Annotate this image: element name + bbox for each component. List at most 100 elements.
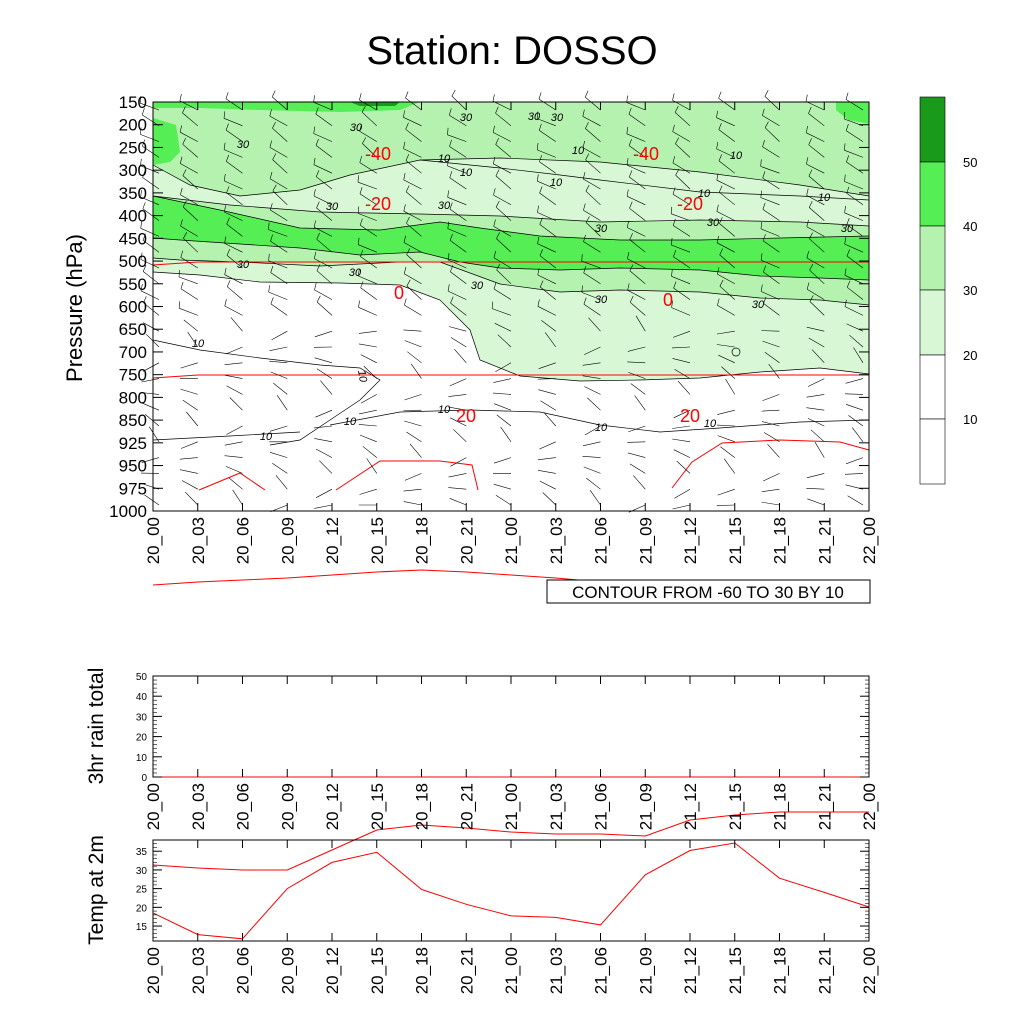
wind-barb-feather: [268, 285, 270, 293]
wind-barb: [320, 380, 333, 395]
wind-barb: [404, 273, 422, 285]
wind-barb: [845, 404, 864, 411]
wind-barb: [447, 259, 467, 269]
wind-barb-feather: [760, 190, 762, 198]
wind-barb: [671, 244, 691, 253]
wind-barb: [581, 260, 601, 269]
wind-barb: [808, 175, 825, 190]
wind-barb-feather: [357, 237, 360, 245]
wind-barb-feather: [179, 125, 182, 133]
wind-barb-feather: [139, 96, 142, 104]
wind-barb: [316, 301, 333, 316]
wind-barb: [809, 238, 825, 253]
wind-barb: [768, 364, 780, 379]
wind-barb-feather: [405, 185, 410, 193]
wind-barb-feather: [846, 155, 849, 163]
wind-barb-feather: [844, 205, 846, 213]
wind-barb: [629, 270, 646, 285]
wind-barb-feather: [268, 222, 270, 230]
contour-label: 30: [707, 217, 720, 229]
wind-barb: [675, 174, 691, 190]
wind-barb: [846, 193, 864, 206]
wind-barb-feather: [178, 269, 180, 278]
wind-barb-feather: [405, 91, 409, 99]
wind-barb: [142, 322, 160, 332]
wind-barb: [360, 256, 377, 269]
wind-barb-feather: [760, 253, 763, 261]
wind-barb-feather: [626, 158, 629, 166]
wind-barb: [538, 362, 556, 369]
wind-barb: [316, 207, 333, 221]
wind-barb: [449, 208, 467, 221]
wind-barb: [846, 161, 864, 174]
wind-barb: [628, 425, 646, 433]
wind-barb-feather: [142, 139, 145, 147]
wind-barb: [360, 394, 377, 404]
contour-label: 10: [344, 416, 357, 428]
wind-barb: [542, 492, 557, 506]
wind-barb: [449, 177, 467, 190]
temp-y-ticks: 15 20 25 30 35: [136, 839, 869, 942]
wind-barb-feather: [717, 267, 720, 275]
wind-barb: [180, 388, 198, 395]
wind-barb: [403, 501, 422, 506]
contour-label: 30: [551, 112, 564, 124]
wind-barb: [226, 223, 243, 237]
wind-barb-feather: [316, 232, 320, 240]
wind-barb-feather: [716, 235, 719, 243]
y-tick-label: 975: [119, 479, 147, 498]
wind-barb: [449, 114, 467, 127]
x-tick-label: 21_12: [681, 783, 700, 830]
wind-barb: [313, 133, 333, 142]
wind-barb: [500, 426, 512, 442]
wind-barb: [844, 306, 864, 316]
wind-barb: [628, 372, 646, 379]
wind-barb-feather: [671, 269, 673, 277]
wind-barb-feather: [357, 206, 360, 214]
wind-barb-feather: [140, 127, 142, 135]
wind-barb: [142, 208, 160, 221]
wind-barb: [675, 143, 691, 158]
wind-barb: [178, 276, 198, 285]
wind-barb: [677, 380, 691, 395]
wind-barb-feather: [539, 249, 543, 256]
wind-barb: [717, 435, 735, 443]
wind-barb: [142, 145, 160, 158]
wind-barb: [807, 418, 825, 427]
wind-barb: [182, 206, 199, 221]
wind-barb: [762, 340, 780, 348]
wind-barb: [764, 96, 780, 111]
x-tick-label: 21_06: [592, 947, 611, 994]
wind-barb-feather: [672, 156, 676, 163]
wind-barb-feather: [314, 251, 317, 259]
wind-barb: [403, 242, 422, 253]
wind-barb: [405, 129, 422, 142]
wind-barb-feather: [717, 298, 720, 306]
wind-barb: [314, 438, 333, 443]
x-tick-label: 20_18: [413, 947, 432, 994]
wind-barb: [540, 400, 556, 411]
wind-barb-feather: [313, 126, 316, 134]
wind-barb: [537, 470, 556, 474]
wind-barb: [844, 275, 864, 285]
wind-barb: [806, 488, 825, 490]
wind-barb: [404, 473, 422, 481]
wind-barb: [224, 243, 243, 253]
wind-barb: [845, 99, 864, 111]
wind-barb-feather: [762, 140, 765, 147]
wind-barb: [224, 455, 243, 458]
wind-barb-feather: [315, 170, 320, 177]
x-tick-label: 21_21: [815, 783, 834, 830]
wind-barb: [538, 98, 556, 111]
temp-label: 20: [456, 406, 476, 426]
wind-barb: [584, 386, 601, 395]
y-tick-label: 15: [136, 922, 148, 933]
wind-barb: [313, 101, 333, 111]
wind-barb: [270, 209, 288, 221]
wind-barb-feather: [538, 123, 542, 131]
wind-barb-feather: [673, 250, 676, 257]
wind-barb: [718, 129, 735, 142]
wind-barb: [269, 425, 288, 432]
wind-barb-feather: [142, 264, 147, 272]
wind-barb: [494, 403, 512, 411]
